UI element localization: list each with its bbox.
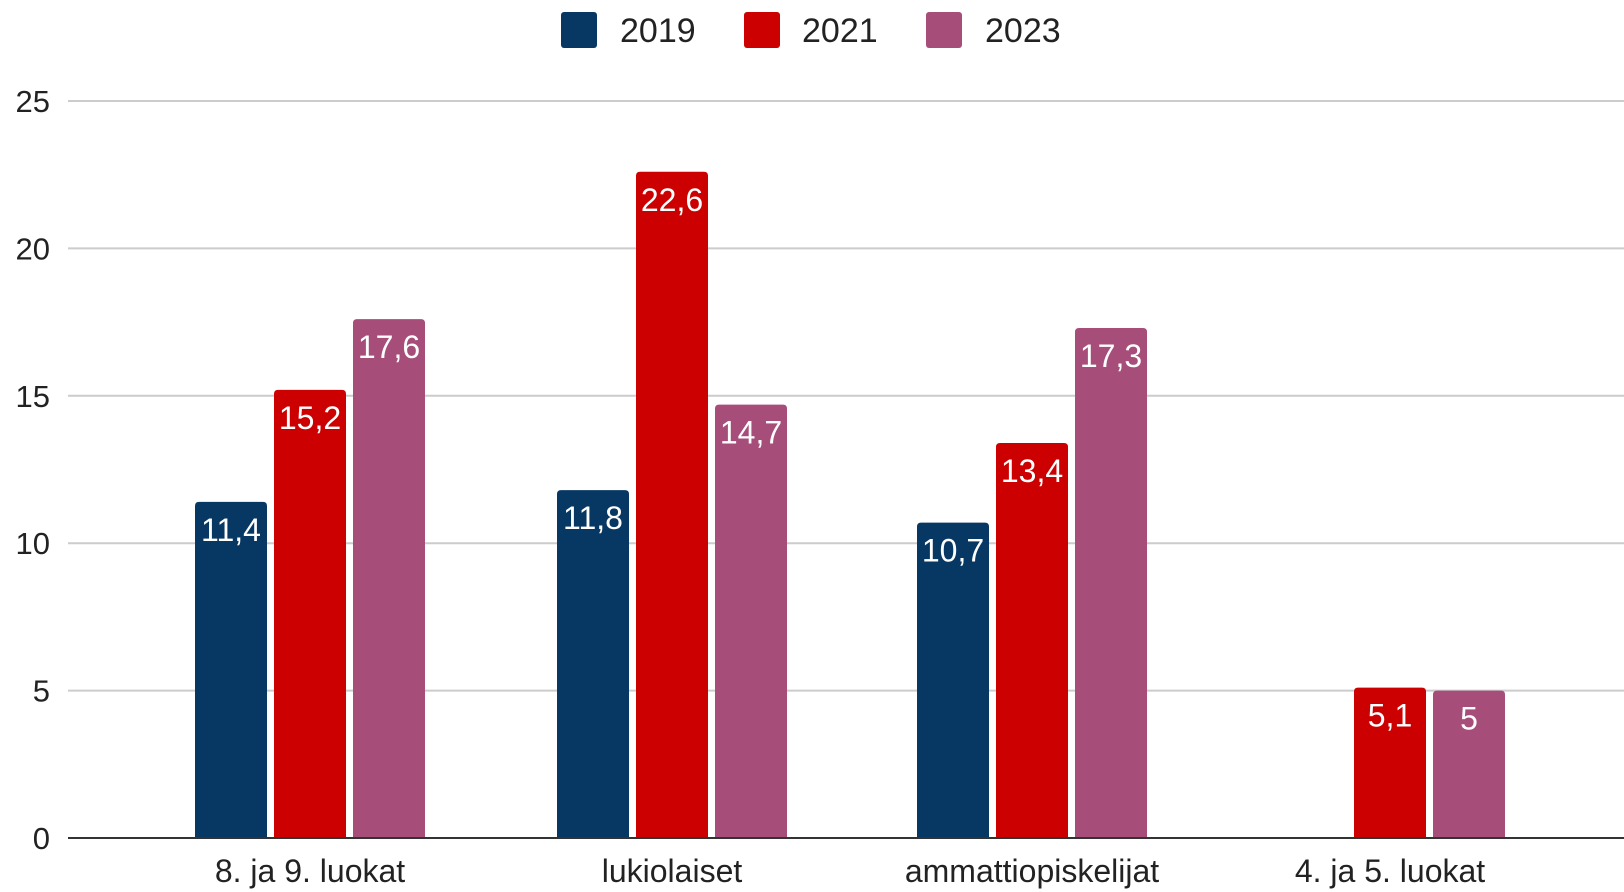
y-tick-label: 10 bbox=[16, 526, 50, 561]
data-label: 5 bbox=[1460, 701, 1478, 737]
legend-label: 2019 bbox=[620, 12, 696, 50]
bar bbox=[1075, 327, 1147, 838]
data-label: 22,6 bbox=[641, 182, 703, 218]
data-label: 17,3 bbox=[1080, 338, 1142, 374]
x-tick-label: lukiolaiset bbox=[602, 853, 743, 889]
bar bbox=[274, 389, 346, 838]
x-tick-label: ammattiopiskelijat bbox=[905, 853, 1159, 889]
legend: 2019 2021 2023 bbox=[561, 12, 1061, 50]
bar bbox=[715, 404, 787, 838]
bar bbox=[636, 171, 708, 838]
bar bbox=[1433, 690, 1505, 838]
data-label: 11,4 bbox=[201, 512, 261, 548]
bar bbox=[917, 522, 989, 838]
y-tick-label: 0 bbox=[33, 821, 50, 856]
data-label: 14,7 bbox=[720, 415, 782, 451]
y-tick-label: 5 bbox=[33, 674, 50, 709]
bars bbox=[195, 171, 1505, 839]
data-labels: 11,4 15,2 17,6 11,8 22,6 14,7 10,7 13,4 17,3 5,1 5 bbox=[201, 182, 1478, 737]
data-label: 10,7 bbox=[922, 533, 984, 569]
data-label: 11,8 bbox=[563, 500, 623, 536]
data-label: 13,4 bbox=[1001, 453, 1063, 489]
legend-swatch bbox=[926, 12, 962, 48]
bar bbox=[996, 442, 1068, 838]
bar bbox=[1354, 687, 1426, 838]
legend-label: 2021 bbox=[802, 12, 878, 50]
x-tick-label: 4. ja 5. luokat bbox=[1295, 853, 1485, 889]
bar bbox=[353, 319, 425, 839]
data-label: 5,1 bbox=[1368, 698, 1412, 734]
data-label: 15,2 bbox=[279, 400, 341, 436]
y-tick-label: 25 bbox=[16, 84, 50, 119]
y-tick-label: 15 bbox=[16, 379, 50, 414]
bar bbox=[195, 501, 267, 838]
data-label: 17,6 bbox=[358, 329, 420, 365]
legend-swatch bbox=[744, 12, 780, 48]
bar bbox=[557, 490, 629, 838]
y-tick-label: 20 bbox=[16, 231, 50, 266]
legend-swatch bbox=[561, 12, 597, 48]
axes: 0 5 10 15 20 25 8. ja 9. luokat lukiolaiset amma… bbox=[16, 84, 1624, 889]
legend-label: 2023 bbox=[985, 12, 1061, 50]
x-tick-label: 8. ja 9. luokat bbox=[215, 853, 405, 889]
